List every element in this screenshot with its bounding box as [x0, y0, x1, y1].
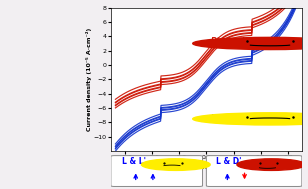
Text: L & L': L & L' — [122, 157, 146, 166]
Text: D' enantiomer: D' enantiomer — [211, 37, 269, 43]
Circle shape — [193, 113, 308, 125]
FancyBboxPatch shape — [206, 156, 302, 187]
Y-axis label: Current density (10⁻⁵ A·cm⁻²): Current density (10⁻⁵ A·cm⁻²) — [86, 28, 92, 131]
Circle shape — [237, 159, 306, 170]
FancyBboxPatch shape — [111, 156, 203, 187]
Text: L' enantiomer: L' enantiomer — [211, 114, 267, 120]
X-axis label: Potential (V): Potential (V) — [179, 162, 234, 171]
Circle shape — [141, 159, 210, 170]
Circle shape — [193, 37, 308, 50]
Text: L & D': L & D' — [216, 157, 241, 166]
